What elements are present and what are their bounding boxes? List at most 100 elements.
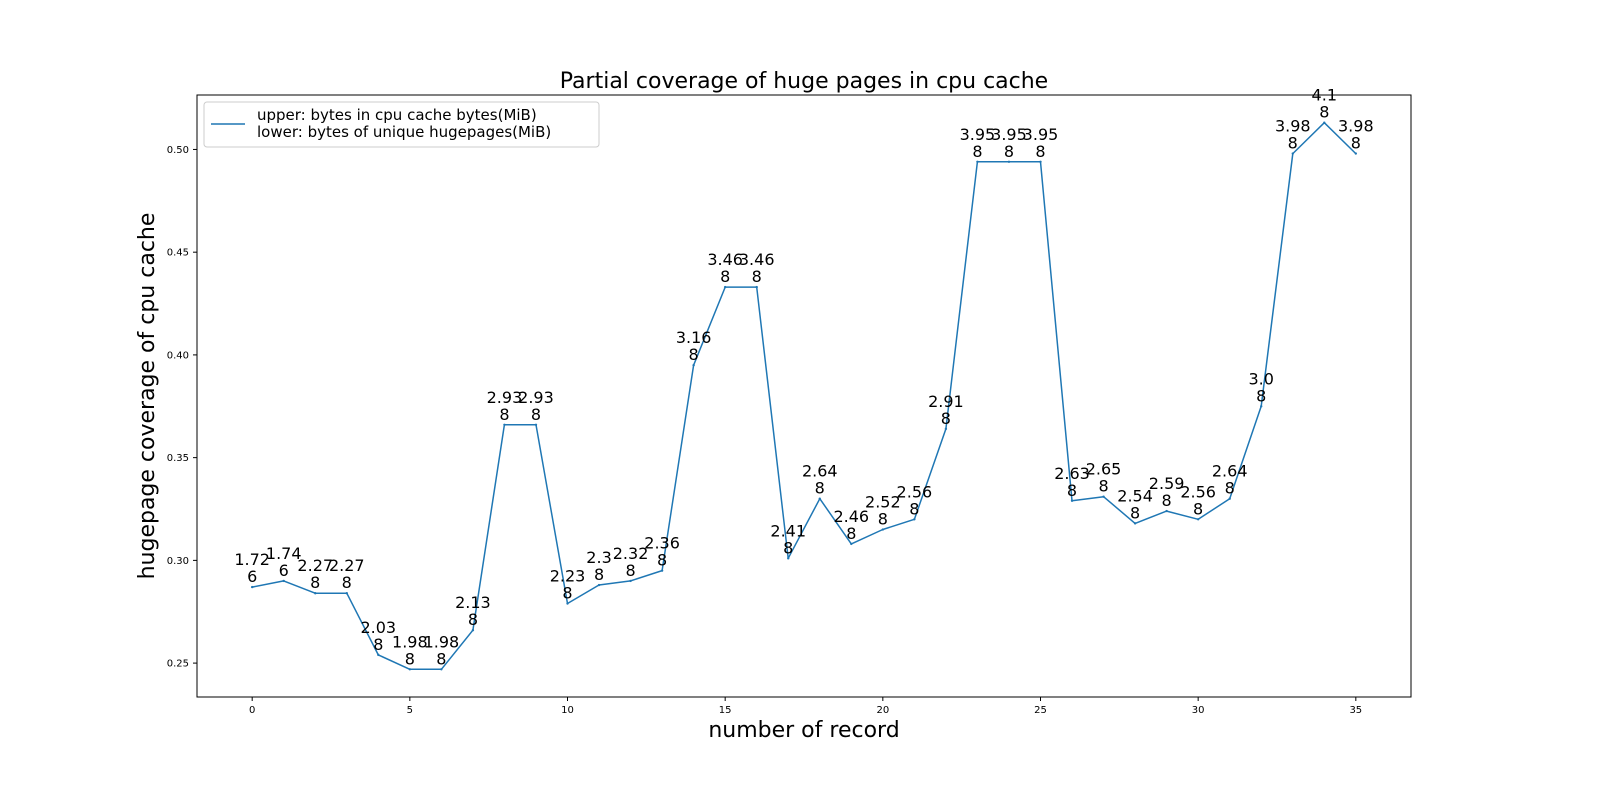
data-label-lower: 8 bbox=[1130, 503, 1140, 522]
data-label: 1.988 bbox=[392, 632, 428, 668]
data-point bbox=[755, 285, 758, 289]
data-label: 2.278 bbox=[297, 556, 333, 592]
data-label-upper: 2.46 bbox=[833, 507, 869, 526]
data-label: 3.168 bbox=[676, 328, 712, 364]
data-label: 3.468 bbox=[707, 250, 743, 286]
data-label: 1.746 bbox=[266, 544, 302, 580]
y-axis-label: hugepage coverage of cpu cache bbox=[135, 213, 160, 580]
x-tick-label: 30 bbox=[1192, 705, 1205, 716]
y-axis-ticks: 0.25 0.30 0.35 0.40 0.45 0.50 bbox=[167, 145, 197, 670]
data-label-lower: 8 bbox=[1098, 477, 1108, 496]
legend-box bbox=[203, 101, 600, 148]
data-point bbox=[440, 668, 443, 671]
data-label: 1.726 bbox=[234, 550, 270, 586]
data-label-lower: 8 bbox=[1067, 481, 1077, 500]
data-label-lower: 8 bbox=[1225, 479, 1235, 498]
data-label: 3.08 bbox=[1248, 369, 1273, 405]
data-label: 2.238 bbox=[550, 567, 586, 603]
x-tick-label: 25 bbox=[1034, 705, 1047, 716]
data-label-upper: 2.27 bbox=[297, 556, 333, 575]
data-label-upper: 1.74 bbox=[266, 544, 302, 563]
data-point bbox=[629, 579, 632, 583]
x-tick-label: 5 bbox=[407, 705, 413, 716]
data-label-upper: 2.41 bbox=[770, 521, 806, 540]
data-label: 3.988 bbox=[1275, 117, 1311, 153]
x-tick-label: 10 bbox=[561, 705, 574, 716]
data-label-upper: 2.93 bbox=[518, 388, 554, 407]
data-point bbox=[1070, 499, 1074, 502]
data-label-lower: 8 bbox=[941, 409, 951, 428]
data-label: 1.988 bbox=[424, 632, 460, 668]
data-point bbox=[1228, 497, 1231, 500]
x-axis-label: number of record bbox=[708, 718, 899, 743]
data-label-lower: 8 bbox=[752, 267, 762, 286]
data-label: 3.958 bbox=[991, 125, 1027, 161]
data-label-upper: 3.46 bbox=[707, 250, 743, 269]
data-label-upper: 2.03 bbox=[360, 618, 396, 637]
data-label-lower: 8 bbox=[1351, 134, 1361, 153]
data-point bbox=[692, 363, 695, 367]
data-label-upper: 2.56 bbox=[1180, 482, 1216, 501]
data-point bbox=[944, 427, 948, 431]
data-label-upper: 2.13 bbox=[455, 593, 491, 612]
data-label-lower: 8 bbox=[531, 405, 541, 424]
data-point bbox=[503, 423, 506, 426]
data-label: 2.038 bbox=[360, 618, 396, 654]
data-label-lower: 8 bbox=[625, 561, 635, 580]
data-label: 2.278 bbox=[329, 556, 365, 592]
data-point bbox=[787, 557, 790, 560]
legend: upper: bytes in cpu cache bytes(MiB) low… bbox=[203, 101, 600, 148]
data-label-lower: 8 bbox=[909, 499, 919, 518]
data-label-lower: 8 bbox=[594, 565, 604, 584]
data-point bbox=[1323, 121, 1326, 124]
data-point bbox=[566, 602, 569, 605]
data-label-upper: 1.98 bbox=[424, 632, 460, 651]
data-label: 2.938 bbox=[518, 388, 554, 424]
data-label-lower: 6 bbox=[247, 567, 257, 586]
data-label-upper: 2.3 bbox=[586, 548, 611, 567]
data-label-upper: 3.46 bbox=[739, 250, 775, 269]
data-label-lower: 8 bbox=[720, 267, 730, 286]
data-label: 2.368 bbox=[644, 534, 680, 570]
x-tick-label: 20 bbox=[876, 705, 889, 716]
data-point bbox=[1196, 518, 1200, 521]
data-label-lower: 6 bbox=[279, 561, 289, 580]
data-point bbox=[913, 518, 916, 521]
data-label: 2.648 bbox=[802, 462, 838, 498]
data-label-upper: 3.95 bbox=[991, 125, 1027, 144]
data-label: 2.138 bbox=[455, 593, 491, 629]
data-point bbox=[345, 592, 348, 595]
data-label-upper: 2.52 bbox=[865, 493, 901, 512]
data-label-lower: 8 bbox=[562, 584, 572, 603]
data-point bbox=[597, 583, 601, 587]
data-label-upper: 2.63 bbox=[1054, 464, 1090, 483]
data-label-lower: 8 bbox=[1256, 386, 1266, 405]
data-label: 3.958 bbox=[960, 125, 996, 161]
data-label-upper: 3.0 bbox=[1248, 369, 1273, 388]
data-point bbox=[976, 160, 979, 163]
data-label-lower: 8 bbox=[689, 345, 699, 364]
y-tick-label: 0.45 bbox=[167, 248, 189, 259]
data-point bbox=[282, 579, 285, 583]
data-point bbox=[1039, 160, 1042, 163]
data-point bbox=[1291, 152, 1294, 155]
data-label: 3.468 bbox=[739, 250, 775, 286]
data-label-upper: 2.54 bbox=[1117, 486, 1153, 505]
data-label-upper: 3.95 bbox=[960, 125, 996, 144]
data-point bbox=[534, 423, 538, 426]
data-label-lower: 8 bbox=[436, 649, 446, 668]
data-label-upper: 2.93 bbox=[487, 388, 523, 407]
data-point bbox=[314, 592, 317, 595]
y-tick-label: 0.50 bbox=[167, 145, 189, 156]
data-point bbox=[377, 653, 380, 657]
data-label-upper: 3.16 bbox=[676, 328, 712, 347]
data-label-upper: 2.64 bbox=[802, 462, 838, 481]
data-label: 2.638 bbox=[1054, 464, 1090, 500]
data-label: 2.568 bbox=[897, 482, 933, 518]
data-label: 2.648 bbox=[1212, 462, 1248, 498]
data-point bbox=[1133, 522, 1137, 525]
data-point bbox=[1007, 160, 1011, 163]
